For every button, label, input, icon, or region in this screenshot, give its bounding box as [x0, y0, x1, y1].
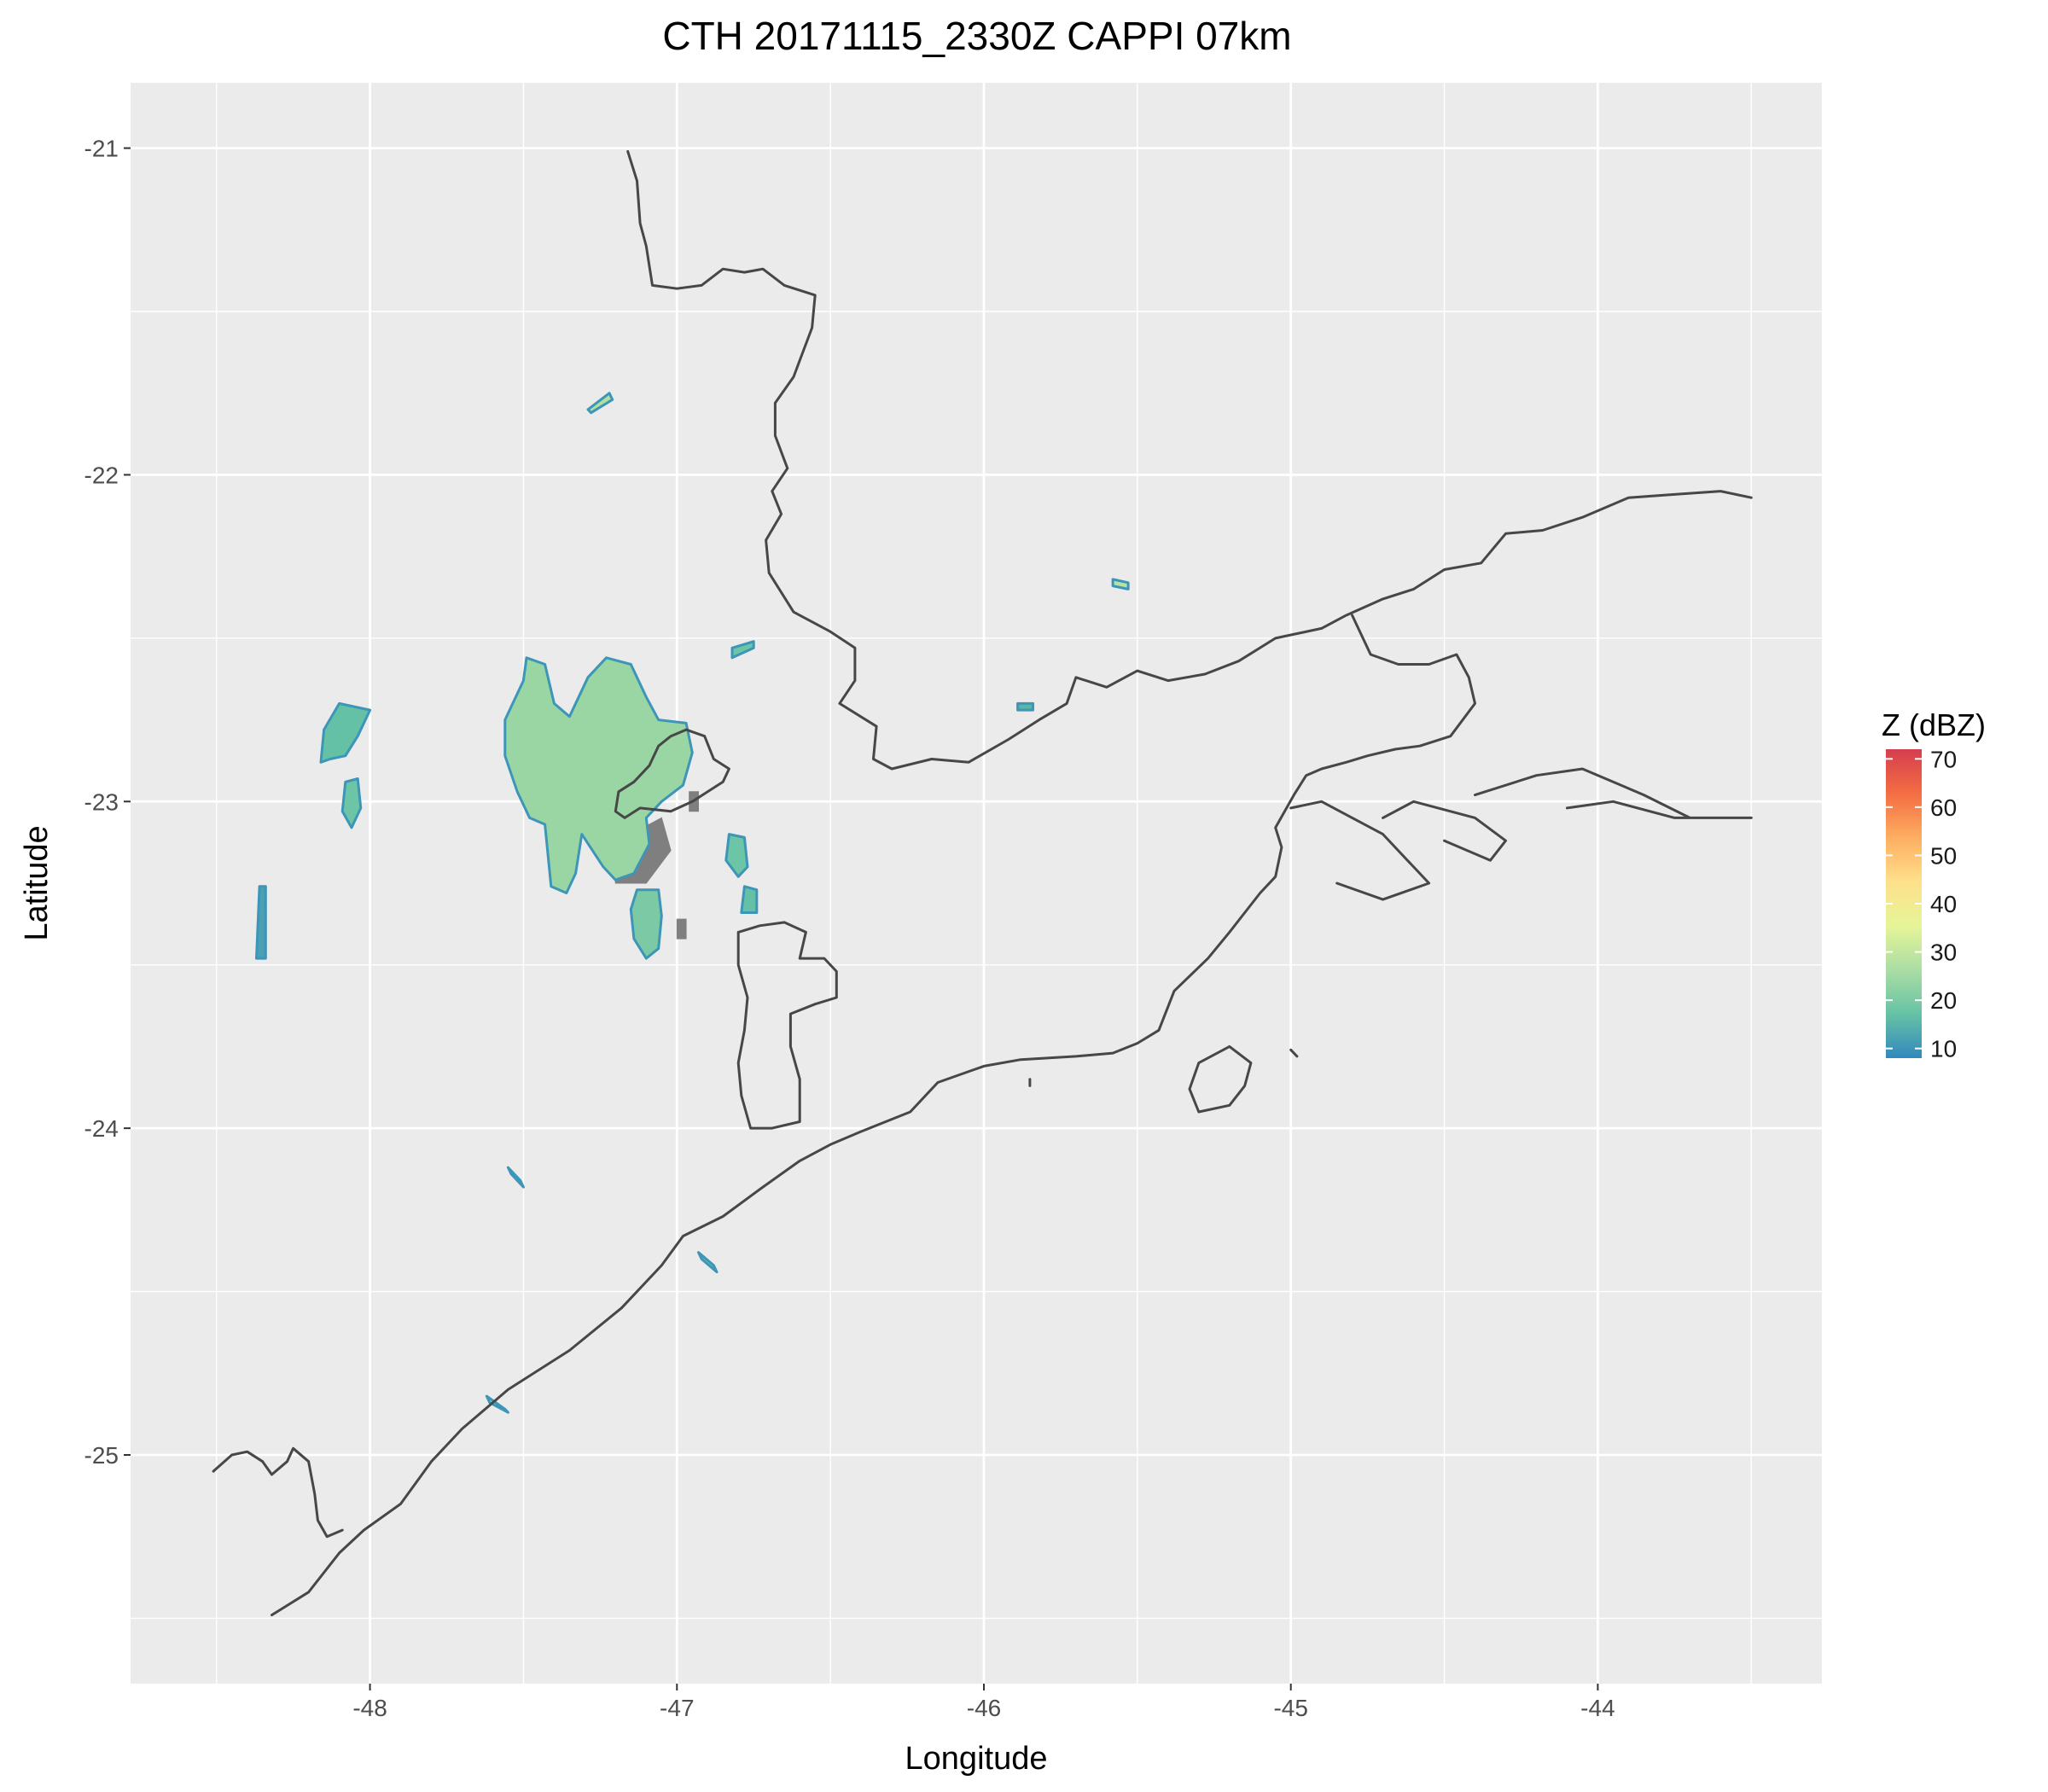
y-tick-label: -24	[84, 1115, 119, 1142]
no-data-region	[676, 918, 687, 940]
coastline	[212, 1446, 344, 1539]
echo-region	[319, 701, 372, 764]
x-tick-label: -48	[352, 1695, 387, 1721]
echo-region	[586, 392, 614, 415]
coastline	[271, 614, 1476, 1617]
coastline	[1474, 767, 1753, 819]
echo-region	[740, 885, 759, 914]
x-tick-label: -47	[660, 1695, 694, 1721]
coastline	[1188, 1044, 1253, 1114]
coastline	[614, 728, 730, 819]
y-tick-label: -23	[84, 788, 119, 815]
coastline	[1289, 1048, 1299, 1058]
echo-region	[730, 640, 755, 660]
plot-panel	[131, 83, 1822, 1684]
y-axis: -21 -22 -23 -24 -25	[84, 136, 131, 1469]
chart-title: CTH 20171115_2330Z CAPPI 07km	[662, 14, 1291, 58]
legend-label: 60	[1930, 794, 1957, 821]
reflectivity-layer	[255, 392, 1130, 1414]
echo-region	[503, 656, 694, 894]
legend-label: 40	[1930, 891, 1957, 917]
y-tick-label: -25	[84, 1442, 119, 1469]
y-tick-label: -22	[84, 462, 119, 488]
legend-ticks: 10 20 30 40 50 60 70	[1886, 746, 1957, 1062]
legend-title: Z (dBZ)	[1882, 707, 1986, 742]
echo-region	[629, 888, 663, 960]
major-grid	[131, 83, 1822, 1684]
legend-label: 20	[1930, 987, 1957, 1014]
panel-background	[131, 83, 1822, 1684]
echo-region	[485, 1394, 509, 1414]
echo-region	[340, 777, 363, 829]
echo-region	[1111, 578, 1130, 591]
minor-grid	[131, 83, 1822, 1684]
x-axis: -48 -47 -46 -45 -44	[352, 1684, 1615, 1721]
coastline	[736, 921, 838, 1130]
x-tick-label: -44	[1580, 1695, 1615, 1721]
x-tick-label: -45	[1273, 1695, 1307, 1721]
x-tick-label: -46	[967, 1695, 1001, 1721]
legend-label: 50	[1930, 842, 1957, 869]
legend-label: 30	[1930, 940, 1957, 966]
legend-label: 10	[1930, 1036, 1957, 1062]
echo-region	[506, 1166, 525, 1189]
coastline	[1382, 800, 1507, 862]
echo-region	[255, 885, 267, 960]
color-legend: Z (dBZ) 10 20 30 40 50 60 70	[1882, 707, 1986, 1062]
coastline	[1289, 800, 1431, 901]
echo-region	[697, 1251, 719, 1274]
y-axis-title: Latitude	[19, 825, 55, 940]
legend-label: 70	[1930, 746, 1957, 772]
echo-region	[724, 833, 749, 878]
coastline-layer	[212, 149, 1753, 1617]
x-axis-title: Longitude	[905, 1741, 1048, 1777]
y-tick-label: -21	[84, 136, 119, 162]
coastline	[626, 149, 1753, 771]
echo-region	[1016, 701, 1034, 712]
